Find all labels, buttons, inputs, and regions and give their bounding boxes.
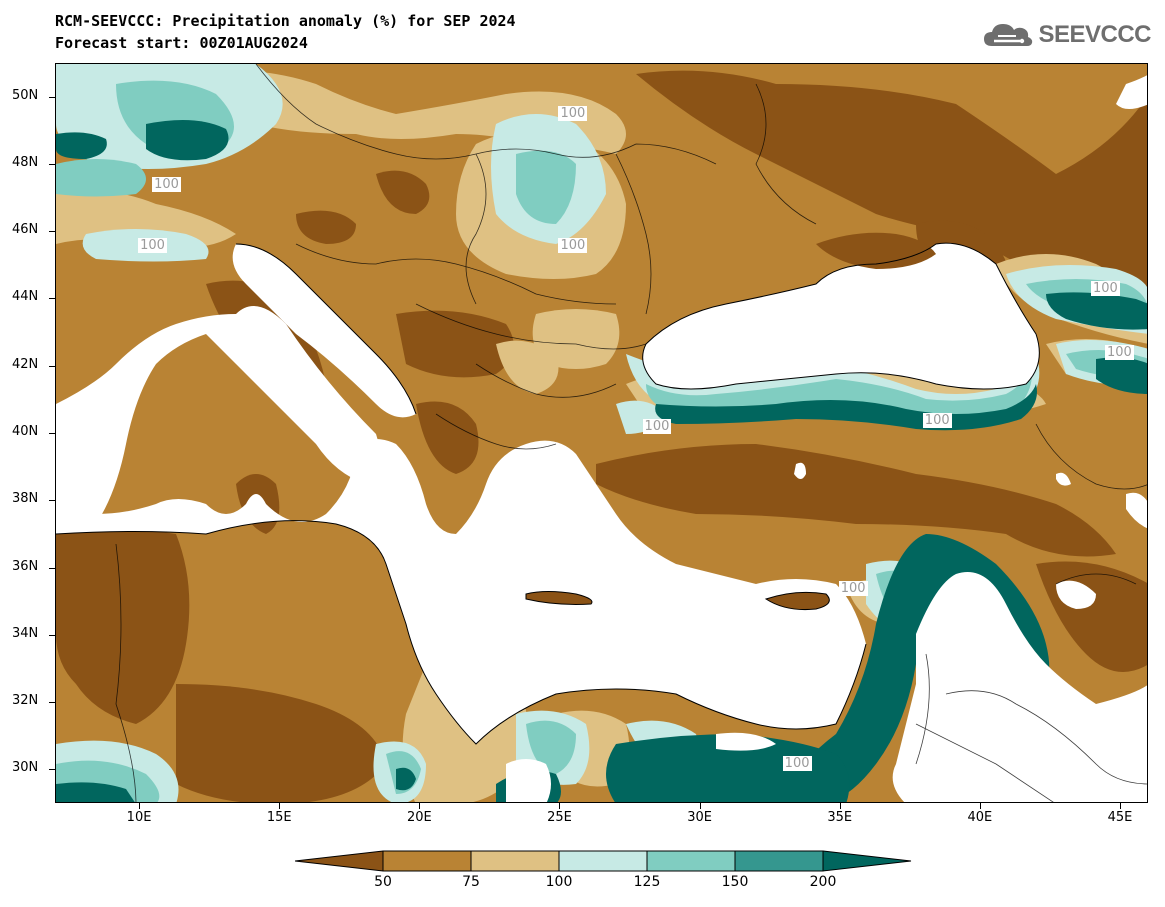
lat-tick-mark bbox=[49, 163, 55, 165]
contour-label: 100 bbox=[558, 106, 588, 122]
lat-tick-mark bbox=[49, 702, 55, 704]
lon-tick-label: 25E bbox=[547, 810, 572, 825]
lon-tick-mark bbox=[979, 803, 981, 809]
lon-tick-mark bbox=[1119, 803, 1121, 809]
chart-title: RCM-SEEVCCC: Precipitation anomaly (%) f… bbox=[55, 12, 516, 30]
lat-tick-mark bbox=[49, 298, 55, 300]
anomaly-map bbox=[56, 64, 1147, 802]
lat-tick-mark bbox=[49, 567, 55, 569]
lon-tick-mark bbox=[279, 803, 281, 809]
lat-tick-label: 40N bbox=[12, 424, 39, 439]
lon-tick-mark bbox=[559, 803, 561, 809]
lat-tick-mark bbox=[49, 433, 55, 434]
lon-tick-label: 35E bbox=[827, 810, 853, 825]
colorbar-level-label: 125 bbox=[633, 874, 661, 890]
lat-tick-mark bbox=[49, 634, 55, 636]
lat-tick-mark bbox=[49, 96, 55, 98]
colorbar-upper-extension bbox=[822, 850, 912, 872]
lon-tick-label: 15E bbox=[266, 810, 292, 825]
contour-label: 100 bbox=[138, 237, 167, 253]
cloud-icon bbox=[984, 24, 1033, 46]
lat-tick-label: 34N bbox=[12, 625, 39, 641]
lat-tick-mark bbox=[49, 231, 55, 233]
lat-tick-label: 38N bbox=[12, 491, 39, 507]
seevccc-logo: SEEVCCC bbox=[982, 20, 1151, 50]
map-panel: 100 100 100 100 100 100 100 100 100 100 bbox=[55, 63, 1148, 803]
contour-label: 100 bbox=[152, 177, 181, 193]
lon-tick-mark bbox=[699, 803, 701, 809]
contour-label: 100 bbox=[1090, 281, 1120, 297]
lat-tick-label: 42N bbox=[12, 356, 39, 372]
lon-tick-label: 45E bbox=[1107, 810, 1133, 825]
colorbar-segment bbox=[382, 850, 472, 872]
contour-label: 100 bbox=[838, 580, 868, 596]
lat-tick-label: 30N bbox=[12, 760, 39, 776]
lon-tick-mark bbox=[419, 803, 421, 809]
colorbar-segment bbox=[558, 850, 648, 872]
colorbar-level-label: 75 bbox=[462, 874, 480, 890]
colorbar-level-label: 200 bbox=[809, 874, 837, 890]
lon-tick-label: 20E bbox=[406, 810, 432, 825]
lon-tick-label: 10E bbox=[126, 810, 152, 825]
lat-tick-label: 50N bbox=[12, 87, 39, 103]
logo-text: SEEVCCC bbox=[1038, 21, 1151, 48]
lat-tick-label: 48N bbox=[12, 154, 39, 170]
contour-label: 100 bbox=[922, 412, 952, 428]
lat-tick-mark bbox=[49, 365, 55, 367]
lat-tick-label: 44N bbox=[12, 289, 39, 305]
colorbar-segment bbox=[734, 850, 824, 872]
lon-tick-label: 40E bbox=[967, 810, 993, 825]
country-borders bbox=[115, 64, 1147, 802]
lat-tick-label: 32N bbox=[12, 693, 39, 709]
lat-tick-label: 46N bbox=[12, 222, 39, 238]
colorbar-level-label: 150 bbox=[721, 874, 749, 890]
colorbar-level-label: 50 bbox=[374, 874, 392, 890]
lon-tick-mark bbox=[139, 803, 141, 809]
contour-label: 100 bbox=[642, 419, 672, 435]
colorbar-level-label: 100 bbox=[545, 874, 573, 890]
lon-tick-label: 30E bbox=[687, 810, 712, 825]
contour-label: 100 bbox=[558, 237, 588, 253]
contour-label: 100 bbox=[782, 755, 812, 771]
lat-tick-mark bbox=[49, 769, 55, 771]
coastlines bbox=[56, 242, 1040, 745]
colorbar-segment bbox=[646, 850, 736, 872]
colorbar-segment bbox=[470, 850, 560, 872]
colorbar-lower-extension bbox=[295, 850, 384, 872]
lat-tick-mark bbox=[49, 500, 55, 502]
lon-tick-mark bbox=[839, 803, 841, 809]
colorbar bbox=[295, 850, 912, 872]
forecast-start: Forecast start: 00Z01AUG2024 bbox=[55, 34, 308, 52]
contour-label: 100 bbox=[1104, 345, 1134, 361]
lat-tick-label: 36N bbox=[12, 558, 39, 574]
